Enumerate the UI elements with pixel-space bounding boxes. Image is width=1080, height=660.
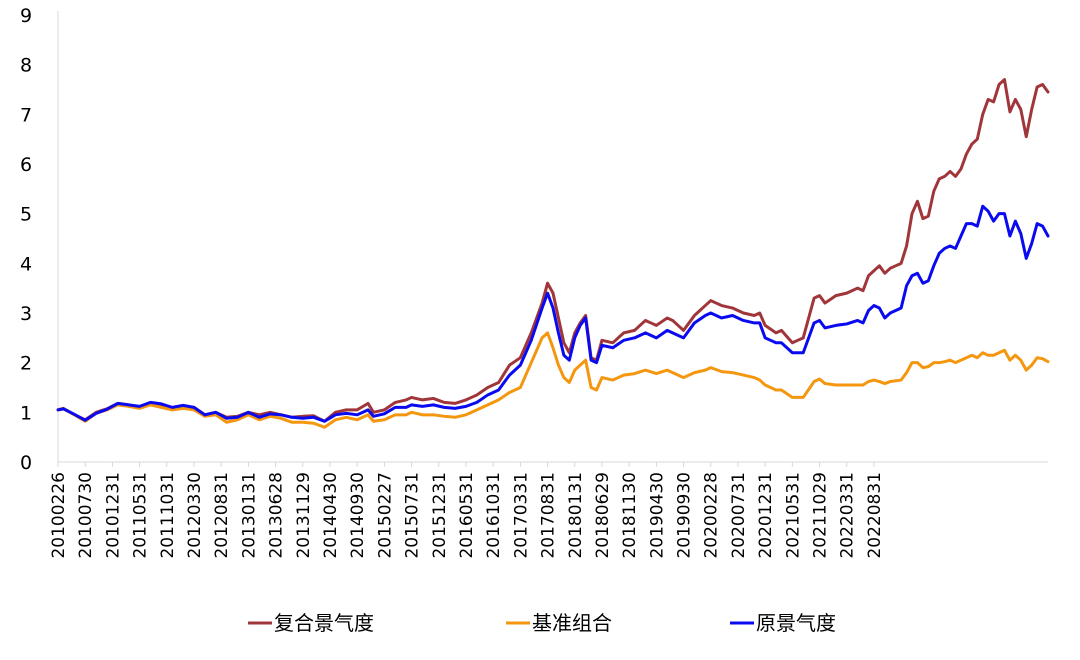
x-tick-label: 20131129 bbox=[294, 472, 314, 559]
x-tick-label: 20100730 bbox=[76, 472, 96, 559]
x-tick-label: 20160531 bbox=[457, 472, 477, 559]
legend: 复合景气度 基准组合 原景气度 bbox=[248, 611, 836, 635]
y-tick-label: 8 bbox=[20, 55, 32, 77]
x-tick-label: 20200228 bbox=[702, 472, 722, 559]
x-tick-label: 20170831 bbox=[539, 472, 559, 559]
x-tick-label: 20220831 bbox=[865, 472, 885, 559]
x-tick-label: 20200731 bbox=[729, 472, 749, 559]
x-tick-label: 20140930 bbox=[348, 472, 368, 559]
y-tick-label: 9 bbox=[20, 5, 32, 27]
x-tick-label: 20180131 bbox=[566, 472, 586, 559]
y-tick-label: 0 bbox=[20, 452, 32, 474]
x-tick-label: 20111031 bbox=[158, 472, 178, 559]
y-tick-label: 6 bbox=[20, 154, 32, 176]
legend-label-1: 复合景气度 bbox=[274, 611, 374, 635]
y-tick-label: 4 bbox=[20, 253, 32, 275]
x-tick-label: 20100226 bbox=[49, 472, 69, 559]
legend-label-2: 基准组合 bbox=[532, 611, 612, 635]
y-tick-label: 3 bbox=[20, 303, 32, 325]
x-tick-label: 20211029 bbox=[811, 472, 831, 559]
x-tick-label: 20190930 bbox=[675, 472, 695, 559]
x-tick-label: 20130628 bbox=[267, 472, 287, 559]
x-tick-label: 20101231 bbox=[103, 472, 123, 559]
x-tick-label: 20201231 bbox=[756, 472, 776, 559]
y-tick-label: 2 bbox=[20, 353, 32, 375]
series-line-1 bbox=[56, 78, 1050, 423]
series-line-2 bbox=[56, 331, 1050, 429]
x-tick-label: 20180629 bbox=[593, 472, 613, 559]
axes: 0 1 2 3 4 5 6 7 8 9 20100226 20100730 20101231 201105… bbox=[20, 5, 1048, 559]
series-line-3 bbox=[56, 204, 1050, 423]
x-tick-label: 20150227 bbox=[375, 472, 395, 559]
x-tick-label: 20210531 bbox=[783, 472, 803, 559]
x-tick-label: 20151231 bbox=[430, 472, 450, 559]
x-tick-label: 20140430 bbox=[321, 472, 341, 559]
x-tick-label: 20120831 bbox=[212, 472, 232, 559]
legend-label-3: 原景气度 bbox=[756, 611, 836, 635]
x-tick-label: 20220331 bbox=[838, 472, 858, 559]
x-tick-label: 20110531 bbox=[131, 472, 151, 559]
y-tick-label: 1 bbox=[20, 402, 32, 424]
y-tick-label: 5 bbox=[20, 204, 32, 226]
x-tick-label: 20161031 bbox=[484, 472, 504, 559]
x-tick-label: 20130131 bbox=[239, 472, 259, 559]
x-tick-label: 20150731 bbox=[403, 472, 423, 559]
y-tick-label: 7 bbox=[20, 104, 32, 126]
x-tick-label: 20120330 bbox=[185, 472, 205, 559]
x-tick-label: 20170331 bbox=[511, 472, 531, 559]
x-tick-label: 20181130 bbox=[620, 472, 640, 559]
series-lines bbox=[56, 78, 1050, 429]
x-tick-label: 20190430 bbox=[647, 472, 667, 559]
